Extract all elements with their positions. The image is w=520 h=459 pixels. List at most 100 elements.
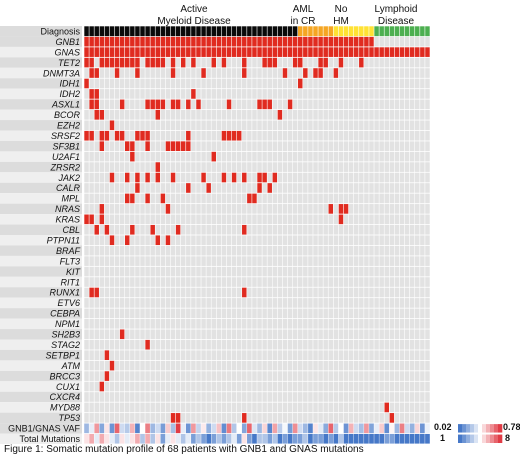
empty-cell: [175, 277, 181, 287]
empty-cell: [175, 245, 181, 256]
empty-cell: [384, 57, 389, 68]
mutation-cell: [211, 57, 216, 68]
empty-cell: [394, 287, 400, 298]
empty-cell: [145, 350, 150, 360]
empty-cell: [394, 245, 400, 256]
empty-cell: [374, 392, 379, 402]
empty-cell: [242, 89, 247, 99]
empty-cell: [104, 287, 110, 298]
empty-cell: [272, 130, 278, 141]
empty-cell: [216, 68, 222, 78]
row-label-kras: KRAS: [55, 215, 80, 225]
row-band-nras: [0, 203, 82, 215]
empty-cell: [353, 183, 359, 193]
mutation-cell: [89, 36, 94, 47]
mutation-cell: [221, 47, 227, 57]
mutation-cell: [211, 36, 216, 47]
empty-cell: [303, 319, 308, 329]
empty-cell: [155, 214, 161, 225]
empty-cell: [165, 287, 171, 298]
row-band-flt3: [0, 255, 82, 267]
empty-cell: [353, 298, 359, 308]
empty-cell: [384, 36, 389, 47]
empty-cell: [359, 204, 364, 214]
empty-cell: [333, 298, 339, 308]
empty-cell: [267, 402, 272, 413]
empty-cell: [165, 68, 171, 78]
heat-cell: [206, 433, 212, 444]
empty-cell: [298, 172, 303, 183]
empty-cell: [262, 329, 267, 340]
empty-cell: [216, 329, 222, 340]
empty-cell: [165, 172, 171, 183]
empty-cell: [201, 204, 206, 214]
empty-cell: [242, 110, 247, 120]
empty-cell: [170, 287, 176, 298]
empty-cell: [140, 224, 145, 235]
row-label-setbp1: SETBP1: [45, 350, 80, 360]
empty-cell: [369, 151, 374, 162]
empty-cell: [145, 381, 150, 392]
empty-cell: [191, 287, 196, 298]
empty-cell: [186, 214, 191, 225]
empty-cell: [226, 339, 232, 350]
empty-cell: [338, 339, 344, 350]
empty-cell: [282, 266, 288, 277]
empty-cell: [369, 350, 374, 360]
empty-cell: [125, 277, 130, 287]
empty-cell: [359, 392, 364, 402]
empty-cell: [170, 350, 176, 360]
empty-cell: [231, 339, 237, 350]
empty-cell: [348, 57, 354, 68]
mutation-cell: [170, 57, 176, 68]
empty-cell: [318, 130, 323, 141]
empty-cell: [282, 89, 288, 99]
empty-cell: [165, 110, 171, 120]
empty-cell: [140, 214, 145, 225]
empty-cell: [150, 277, 155, 287]
mutation-cell: [114, 57, 120, 68]
heat-cell: [323, 433, 329, 444]
empty-cell: [201, 329, 206, 340]
heat-cell: [394, 433, 400, 444]
empty-cell: [338, 245, 344, 256]
empty-cell: [313, 298, 318, 308]
empty-cell: [221, 413, 227, 423]
mutation-cell: [150, 224, 155, 235]
empty-cell: [196, 287, 201, 298]
empty-cell: [170, 183, 176, 193]
row-label-calr: CALR: [56, 183, 81, 193]
diagnosis-cell: [216, 26, 222, 37]
mutation-cell: [242, 413, 247, 423]
empty-cell: [384, 266, 389, 277]
empty-cell: [170, 235, 176, 246]
empty-cell: [155, 360, 161, 371]
empty-cell: [399, 235, 405, 246]
empty-cell: [165, 214, 171, 225]
empty-cell: [353, 162, 359, 172]
empty-cell: [425, 350, 430, 360]
heat-cell: [252, 423, 257, 434]
empty-cell: [130, 68, 135, 78]
empty-cell: [175, 78, 181, 89]
empty-cell: [211, 381, 216, 392]
empty-cell: [272, 392, 278, 402]
mutation-cell: [165, 36, 171, 47]
mutation-cell: [318, 47, 323, 57]
empty-cell: [231, 245, 237, 256]
empty-cell: [257, 371, 262, 381]
empty-cell: [313, 57, 318, 68]
empty-cell: [186, 57, 191, 68]
empty-cell: [252, 235, 257, 246]
row-band-brcc3: [0, 370, 82, 382]
empty-cell: [287, 120, 293, 131]
empty-cell: [236, 193, 242, 204]
empty-cell: [140, 392, 145, 402]
empty-cell: [313, 329, 318, 340]
empty-cell: [125, 214, 130, 225]
empty-cell: [125, 256, 130, 266]
empty-cell: [226, 287, 232, 298]
row-band-setbp1: [0, 349, 82, 361]
mutation-cell: [180, 36, 186, 47]
